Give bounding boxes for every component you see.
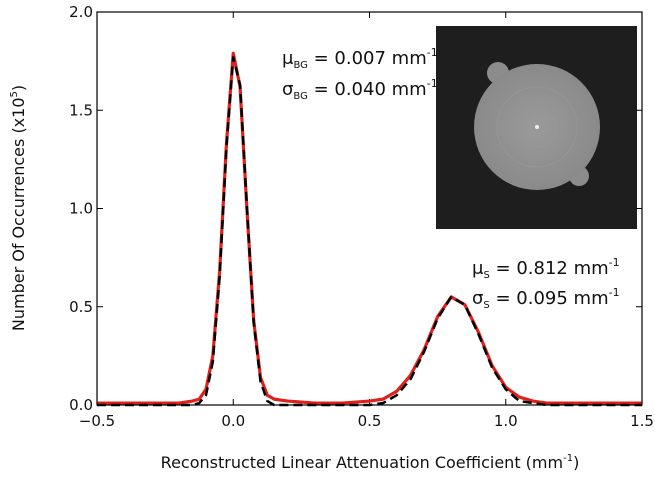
annotation-sup: -1 — [609, 256, 620, 269]
x-tick-label: 0.0 — [221, 412, 245, 430]
x-tick-label: 0.5 — [358, 412, 382, 430]
annotation-sup: -1 — [427, 77, 438, 90]
annotation: μS = 0.812 mm-1 — [472, 256, 620, 281]
annotation-sub: S — [483, 270, 489, 281]
annotation-symbol: σ — [472, 288, 483, 309]
y-tick-label: 0.0 — [69, 396, 93, 414]
x-label-text: ) — [573, 453, 579, 472]
annotation: σS = 0.095 mm-1 — [472, 286, 620, 311]
y-tick-label: 0.5 — [69, 298, 93, 316]
annotation: μBG = 0.007 mm-1 — [282, 46, 438, 71]
annotation-value: = 0.007 mm — [308, 48, 427, 69]
annotation-sup: -1 — [427, 46, 438, 59]
y-label-text: ) — [9, 85, 28, 91]
inset-image — [436, 26, 637, 229]
y-tick-label: 1.5 — [69, 101, 93, 119]
y-tick-label: 2.0 — [69, 3, 93, 21]
annotation-sup: -1 — [609, 286, 620, 299]
x-label-sup: -1 — [563, 453, 573, 464]
annotation-sub: BG — [293, 91, 307, 102]
annotation-value: = 0.095 mm — [490, 288, 609, 309]
annotation-value: = 0.040 mm — [308, 79, 427, 100]
annotation-value: = 0.812 mm — [490, 258, 609, 279]
annotation-symbol: μ — [472, 258, 484, 279]
x-tick-label: 1.0 — [494, 412, 518, 430]
annotation-sub: BG — [293, 60, 307, 71]
annotation-symbol: μ — [282, 48, 294, 69]
y-label-text: Number Of Occurrences (x10 — [9, 97, 28, 331]
y-label-sup: 5 — [9, 91, 20, 97]
x-axis-label: Reconstructed Linear Attenuation Coeffic… — [161, 453, 580, 472]
x-tick-label: −0.5 — [79, 412, 115, 430]
annotation-sub: S — [483, 300, 489, 311]
x-label-text: Reconstructed Linear Attenuation Coeffic… — [161, 453, 563, 472]
y-axis-label: Number Of Occurrences (x105) — [9, 85, 28, 331]
annotation-symbol: σ — [282, 79, 293, 100]
plot-frame — [96, 11, 643, 406]
annotation: σBG = 0.040 mm-1 — [282, 77, 438, 102]
x-tick-label: 1.5 — [630, 412, 654, 430]
y-tick-label: 1.0 — [69, 200, 93, 218]
